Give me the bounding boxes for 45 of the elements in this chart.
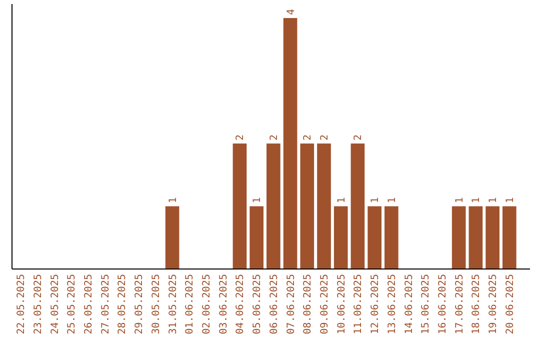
data-label: 2 [302,134,314,141]
x-tick-label: 30.05.2025 [150,274,162,334]
data-label: 1 [454,197,466,204]
x-tick-label: 08.06.2025 [302,274,314,334]
data-label: 1 [386,197,398,204]
data-label: 2 [353,134,364,141]
x-tick-label: 18.06.2025 [471,274,482,334]
x-tick-label: 13.06.2025 [386,274,398,334]
x-tick-label: 31.05.2025 [168,274,179,334]
x-tick-label: 09.06.2025 [319,274,330,334]
x-tick-label: 23.05.2025 [32,274,44,334]
data-label: 4 [286,9,297,16]
x-tick-label: 24.05.2025 [50,274,61,334]
x-tick-label: 22.05.2025 [16,274,28,334]
data-label: 1 [168,197,179,204]
x-tick-label: 03.06.2025 [218,274,230,334]
x-tick-label: 20.06.2025 [504,274,516,334]
x-tick-label: 04.06.2025 [235,274,246,334]
x-tick-label: 25.05.2025 [66,274,78,334]
x-tick-label: 12.06.2025 [370,274,382,334]
data-label: 1 [336,197,348,204]
data-label: 2 [319,134,330,141]
data-label: 1 [252,197,264,204]
data-label: 2 [268,134,280,141]
x-tick-label: 06.06.2025 [268,274,280,334]
x-tick-label: 01.06.2025 [184,274,196,334]
data-label: 1 [488,197,500,204]
data-label: 1 [504,197,516,204]
data-label: 1 [471,197,482,204]
x-tick-label: 17.06.2025 [454,274,466,334]
x-tick-label: 07.06.2025 [286,274,297,334]
x-tick-label: 11.06.2025 [353,274,364,334]
x-tick-label: 26.05.2025 [84,274,95,334]
x-tick-label: 15.06.2025 [420,274,432,334]
x-tick-label: 10.06.2025 [336,274,348,334]
x-tick-label: 02.06.2025 [202,274,213,334]
x-tick-label: 29.05.2025 [134,274,146,334]
data-label: 2 [235,134,246,141]
x-tick-label: 28.05.2025 [117,274,128,334]
x-tick-label: 19.06.2025 [488,274,500,334]
data-label: 1 [370,197,382,204]
x-tick-label: 16.06.2025 [437,274,448,334]
x-tick-label: 27.05.2025 [100,274,112,334]
x-tick-label: 14.06.2025 [404,274,415,334]
x-tick-label: 05.06.2025 [252,274,264,334]
